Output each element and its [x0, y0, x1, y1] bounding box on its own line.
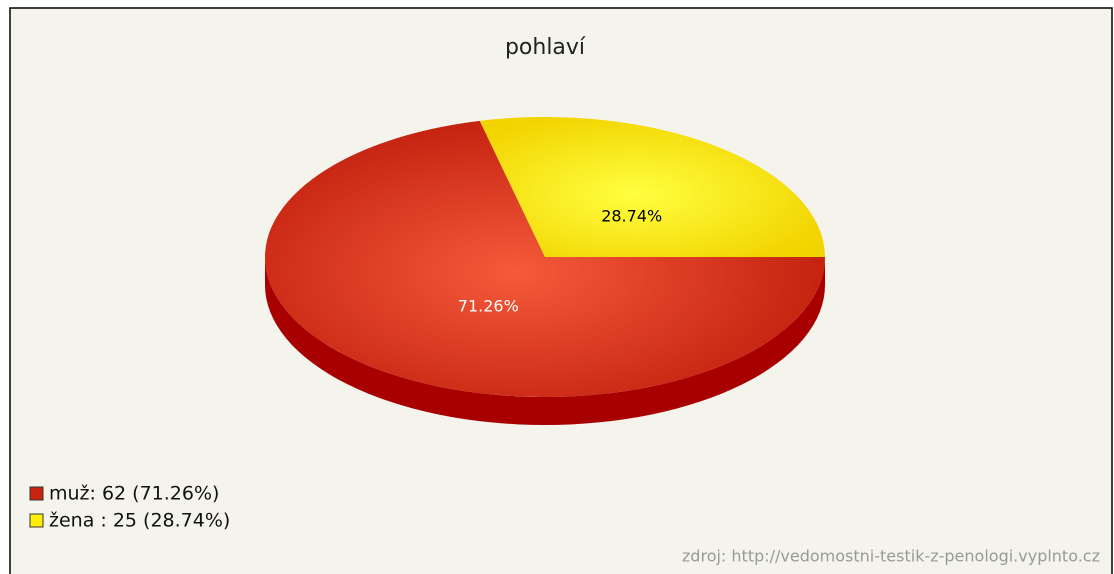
pie-slice [479, 117, 825, 257]
legend-swatch [29, 486, 44, 501]
slice-label: 71.26% [458, 296, 519, 315]
legend-label: žena : 25 (28.74%) [49, 510, 230, 532]
legend-swatch [29, 513, 44, 528]
legend-label: muž: 62 (71.26%) [49, 483, 219, 505]
source: zdroj: http://vedomostni-testik-z-penolo… [682, 547, 1100, 566]
chart-title: pohlaví [505, 35, 586, 60]
slice-label: 28.74% [601, 207, 662, 226]
pie-side [265, 257, 825, 425]
pie-slice [265, 120, 825, 397]
